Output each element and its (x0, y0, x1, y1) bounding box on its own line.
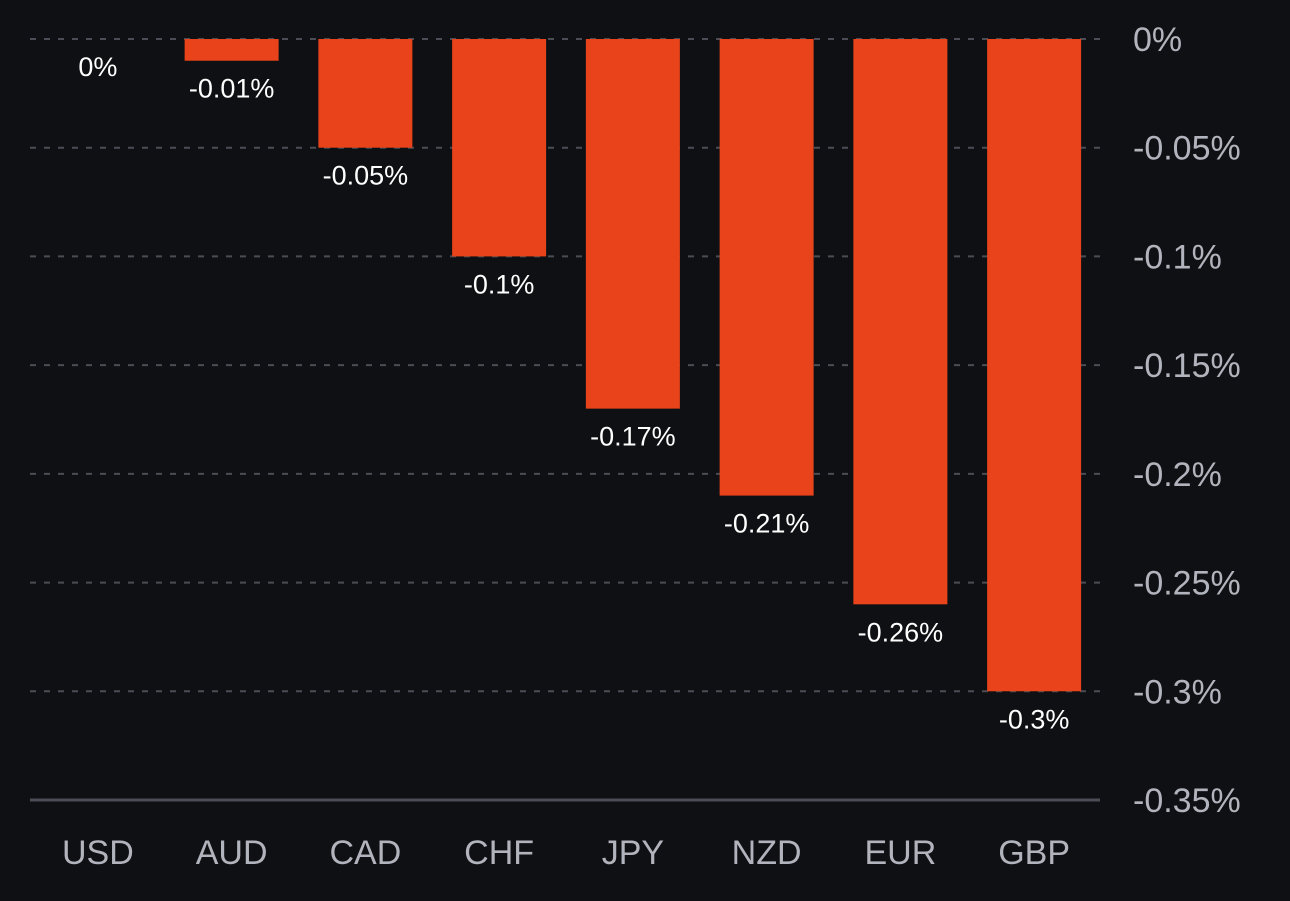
bar-jpy (585, 39, 680, 409)
bar-gbp (987, 39, 1082, 692)
y-tick-label: -0.2% (1133, 456, 1222, 494)
data-label-jpy: -0.17% (590, 422, 676, 452)
data-label-usd: 0% (78, 52, 117, 82)
bar-cad (318, 39, 413, 148)
data-label-gbp: -0.3% (999, 704, 1070, 734)
bar-nzd (719, 39, 814, 496)
x-tick-label: USD (62, 834, 134, 872)
data-label-aud: -0.01% (189, 74, 275, 104)
data-label-chf: -0.1% (464, 269, 535, 299)
data-label-nzd: -0.21% (724, 509, 810, 539)
x-tick-label: AUD (196, 834, 268, 872)
y-tick-label: -0.35% (1133, 782, 1241, 820)
data-label-eur: -0.26% (858, 617, 944, 647)
x-tick-label: EUR (864, 834, 936, 872)
x-tick-label: CHF (464, 834, 534, 872)
y-tick-label: -0.15% (1133, 347, 1241, 385)
y-tick-label: -0.05% (1133, 130, 1241, 168)
data-label-cad: -0.05% (323, 161, 409, 191)
y-tick-label: 0% (1133, 21, 1182, 59)
bar-chf (452, 39, 547, 257)
x-tick-label: NZD (732, 834, 802, 872)
y-tick-label: -0.25% (1133, 565, 1241, 603)
x-tick-label: GBP (998, 834, 1070, 872)
bar-eur (853, 39, 948, 605)
bar-aud (184, 39, 279, 61)
x-tick-label: JPY (602, 834, 664, 872)
y-tick-label: -0.1% (1133, 238, 1222, 276)
x-tick-label: CAD (329, 834, 401, 872)
y-tick-label: -0.3% (1133, 673, 1222, 711)
